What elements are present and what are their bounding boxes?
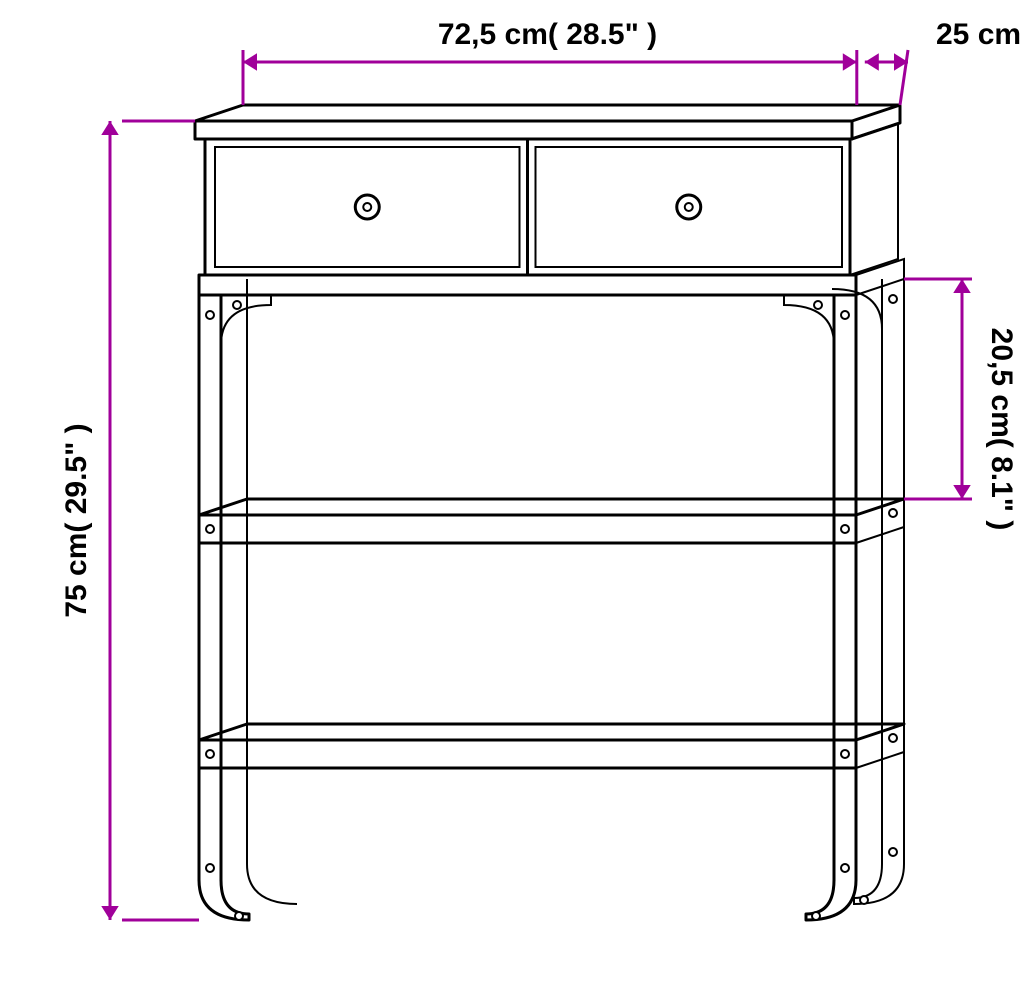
screw-icon xyxy=(889,509,897,517)
screw-icon xyxy=(814,301,822,309)
width-label: 72,5 cm( 28.5" ) xyxy=(438,18,657,51)
screw-icon xyxy=(841,864,849,872)
screw-icon xyxy=(841,750,849,758)
screw-icon xyxy=(206,525,214,533)
depth-label: 25 cm( 9.8" ) xyxy=(936,18,1020,51)
drawer-knob xyxy=(355,195,379,219)
dimension-labels: 72,5 cm( 28.5" ) 25 cm( 9.8" ) 75 cm( 29.5… xyxy=(60,18,1020,618)
screw-icon xyxy=(860,896,868,904)
screw-icon xyxy=(889,734,897,742)
screw-icon xyxy=(889,848,897,856)
shelf-gap-label: 20,5 cm( 8.1" ) xyxy=(985,328,1018,531)
screw-icon xyxy=(889,295,897,303)
screw-icon xyxy=(235,912,243,920)
screw-icon xyxy=(841,311,849,319)
screw-icon xyxy=(206,311,214,319)
drawer-knob xyxy=(677,195,701,219)
screw-icon xyxy=(812,912,820,920)
screw-icon xyxy=(206,750,214,758)
furniture-outline xyxy=(195,105,904,920)
dimension-diagram: 72,5 cm( 28.5" ) 25 cm( 9.8" ) 75 cm( 29.5… xyxy=(0,0,1020,989)
screw-icon xyxy=(841,525,849,533)
height-label: 75 cm( 29.5" ) xyxy=(60,423,93,617)
screw-icon xyxy=(206,864,214,872)
screw-icon xyxy=(233,301,241,309)
